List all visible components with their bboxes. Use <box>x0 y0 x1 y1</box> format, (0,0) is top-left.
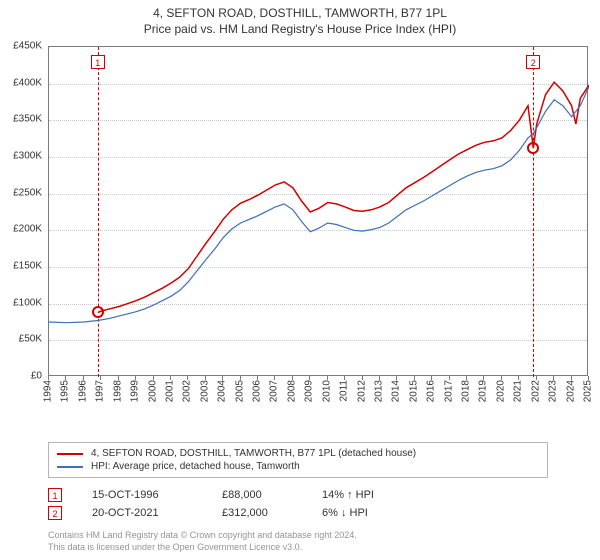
x-axis-label: 2021 <box>513 380 524 402</box>
y-axis-label: £200K <box>0 224 42 235</box>
chart-titles: 4, SEFTON ROAD, DOSTHILL, TAMWORTH, B77 … <box>0 0 600 36</box>
legend-label: 4, SEFTON ROAD, DOSTHILL, TAMWORTH, B77 … <box>91 448 416 459</box>
y-axis-label: £50K <box>0 334 42 345</box>
x-axis-label: 2013 <box>373 380 384 402</box>
legend-row-hpi: HPI: Average price, detached house, Tamw… <box>57 460 539 473</box>
x-axis-label: 1998 <box>112 380 123 402</box>
y-axis-label: £100K <box>0 297 42 308</box>
footer-line: Contains HM Land Registry data © Crown c… <box>48 530 357 542</box>
y-axis-label: £350K <box>0 114 42 125</box>
x-axis-label: 2007 <box>269 380 280 402</box>
line-plot <box>49 47 589 377</box>
x-axis-label: 2020 <box>495 380 506 402</box>
sales-table: 1 15-OCT-1996 £88,000 14% ↑ HPI 2 20-OCT… <box>48 486 402 522</box>
x-axis-label: 1995 <box>60 380 71 402</box>
x-axis-label: 2006 <box>252 380 263 402</box>
y-axis-label: £450K <box>0 41 42 52</box>
y-axis-label: £0 <box>0 371 42 382</box>
title-main: 4, SEFTON ROAD, DOSTHILL, TAMWORTH, B77 … <box>0 6 600 20</box>
x-axis-label: 2000 <box>147 380 158 402</box>
series-line-price_paid <box>98 82 589 312</box>
x-axis-label: 1996 <box>77 380 88 402</box>
y-axis-label: £150K <box>0 261 42 272</box>
x-axis-label: 2003 <box>199 380 210 402</box>
x-axis-label: 2002 <box>182 380 193 402</box>
x-axis-label: 2008 <box>286 380 297 402</box>
legend-swatch <box>57 466 83 468</box>
sale-hpi-delta: 6% ↓ HPI <box>322 507 402 519</box>
x-axis-label: 1994 <box>43 380 54 402</box>
x-axis-label: 2022 <box>530 380 541 402</box>
x-axis-label: 1997 <box>95 380 106 402</box>
sale-hpi-delta: 14% ↑ HPI <box>322 489 402 501</box>
series-line-hpi <box>49 87 589 323</box>
x-axis-label: 2024 <box>565 380 576 402</box>
sale-row: 2 20-OCT-2021 £312,000 6% ↓ HPI <box>48 504 402 522</box>
sale-price: £312,000 <box>222 507 292 519</box>
x-axis-label: 2009 <box>304 380 315 402</box>
x-axis-label: 2023 <box>548 380 559 402</box>
legend: 4, SEFTON ROAD, DOSTHILL, TAMWORTH, B77 … <box>48 442 548 478</box>
x-axis-label: 2012 <box>356 380 367 402</box>
legend-label: HPI: Average price, detached house, Tamw… <box>91 461 300 472</box>
sale-date: 20-OCT-2021 <box>92 507 192 519</box>
y-axis-label: £300K <box>0 151 42 162</box>
x-axis-label: 2011 <box>339 380 350 402</box>
sale-marker-box: 1 <box>48 488 62 502</box>
y-axis-label: £250K <box>0 187 42 198</box>
legend-row-price-paid: 4, SEFTON ROAD, DOSTHILL, TAMWORTH, B77 … <box>57 447 539 460</box>
x-axis-label: 2004 <box>217 380 228 402</box>
x-axis-label: 2010 <box>321 380 332 402</box>
x-axis-label: 2005 <box>234 380 245 402</box>
y-axis-label: £400K <box>0 77 42 88</box>
footer-line: This data is licensed under the Open Gov… <box>48 542 357 554</box>
chart-area: 12 £0£50K£100K£150K£200K£250K£300K£350K£… <box>48 46 588 396</box>
x-axis-label: 2025 <box>583 380 594 402</box>
plot-area: 12 <box>48 46 588 376</box>
legend-swatch <box>57 453 83 455</box>
x-axis-label: 2014 <box>391 380 402 402</box>
x-axis-label: 2017 <box>443 380 454 402</box>
x-axis-labels: 1994199519961997199819992000200120022003… <box>48 376 588 416</box>
x-axis-label: 1999 <box>130 380 141 402</box>
sale-date: 15-OCT-1996 <box>92 489 192 501</box>
sale-marker-box: 2 <box>48 506 62 520</box>
footer-attribution: Contains HM Land Registry data © Crown c… <box>48 530 357 553</box>
sale-row: 1 15-OCT-1996 £88,000 14% ↑ HPI <box>48 486 402 504</box>
x-axis-label: 2018 <box>461 380 472 402</box>
x-axis-label: 2019 <box>478 380 489 402</box>
x-axis-label: 2015 <box>408 380 419 402</box>
x-axis-label: 2001 <box>164 380 175 402</box>
title-sub: Price paid vs. HM Land Registry's House … <box>0 22 600 36</box>
x-axis-label: 2016 <box>426 380 437 402</box>
sale-price: £88,000 <box>222 489 292 501</box>
